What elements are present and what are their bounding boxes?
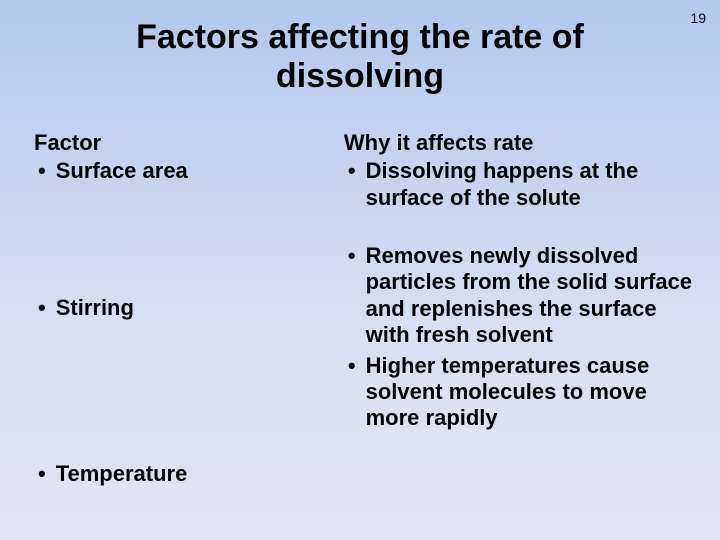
list-item: • Removes newly dissolved particles from… <box>344 243 696 349</box>
spacer <box>34 321 334 461</box>
factor-label: Surface area <box>56 158 334 184</box>
right-column: Why it affects rate • Dissolving happens… <box>344 130 696 487</box>
slide-title: Factors affecting the rate of dissolving <box>80 18 640 96</box>
list-item: • Temperature <box>34 461 334 487</box>
bullet-icon: • <box>348 158 356 184</box>
bullet-icon: • <box>38 295 46 321</box>
bullet-icon: • <box>348 243 356 269</box>
list-item: • Dissolving happens at the surface of t… <box>344 158 696 211</box>
list-item: • Higher temperatures cause solvent mole… <box>344 353 696 432</box>
right-column-header: Why it affects rate <box>344 130 696 156</box>
reason-label: Removes newly dissolved particles from t… <box>366 243 696 349</box>
spacer <box>34 185 334 295</box>
page-number: 19 <box>690 10 706 26</box>
left-column-header: Factor <box>34 130 334 156</box>
content-columns: Factor • Surface area • Stirring • Tempe… <box>28 130 692 487</box>
reason-label: Higher temperatures cause solvent molecu… <box>366 353 696 432</box>
factor-label: Stirring <box>56 295 334 321</box>
slide: 19 Factors affecting the rate of dissolv… <box>0 0 720 540</box>
list-item: • Surface area <box>34 158 334 184</box>
factor-label: Temperature <box>56 461 334 487</box>
left-column: Factor • Surface area • Stirring • Tempe… <box>34 130 334 487</box>
spacer <box>344 211 696 243</box>
bullet-icon: • <box>38 461 46 487</box>
bullet-icon: • <box>38 158 46 184</box>
list-item: • Stirring <box>34 295 334 321</box>
reason-label: Dissolving happens at the surface of the… <box>366 158 696 211</box>
bullet-icon: • <box>348 353 356 379</box>
